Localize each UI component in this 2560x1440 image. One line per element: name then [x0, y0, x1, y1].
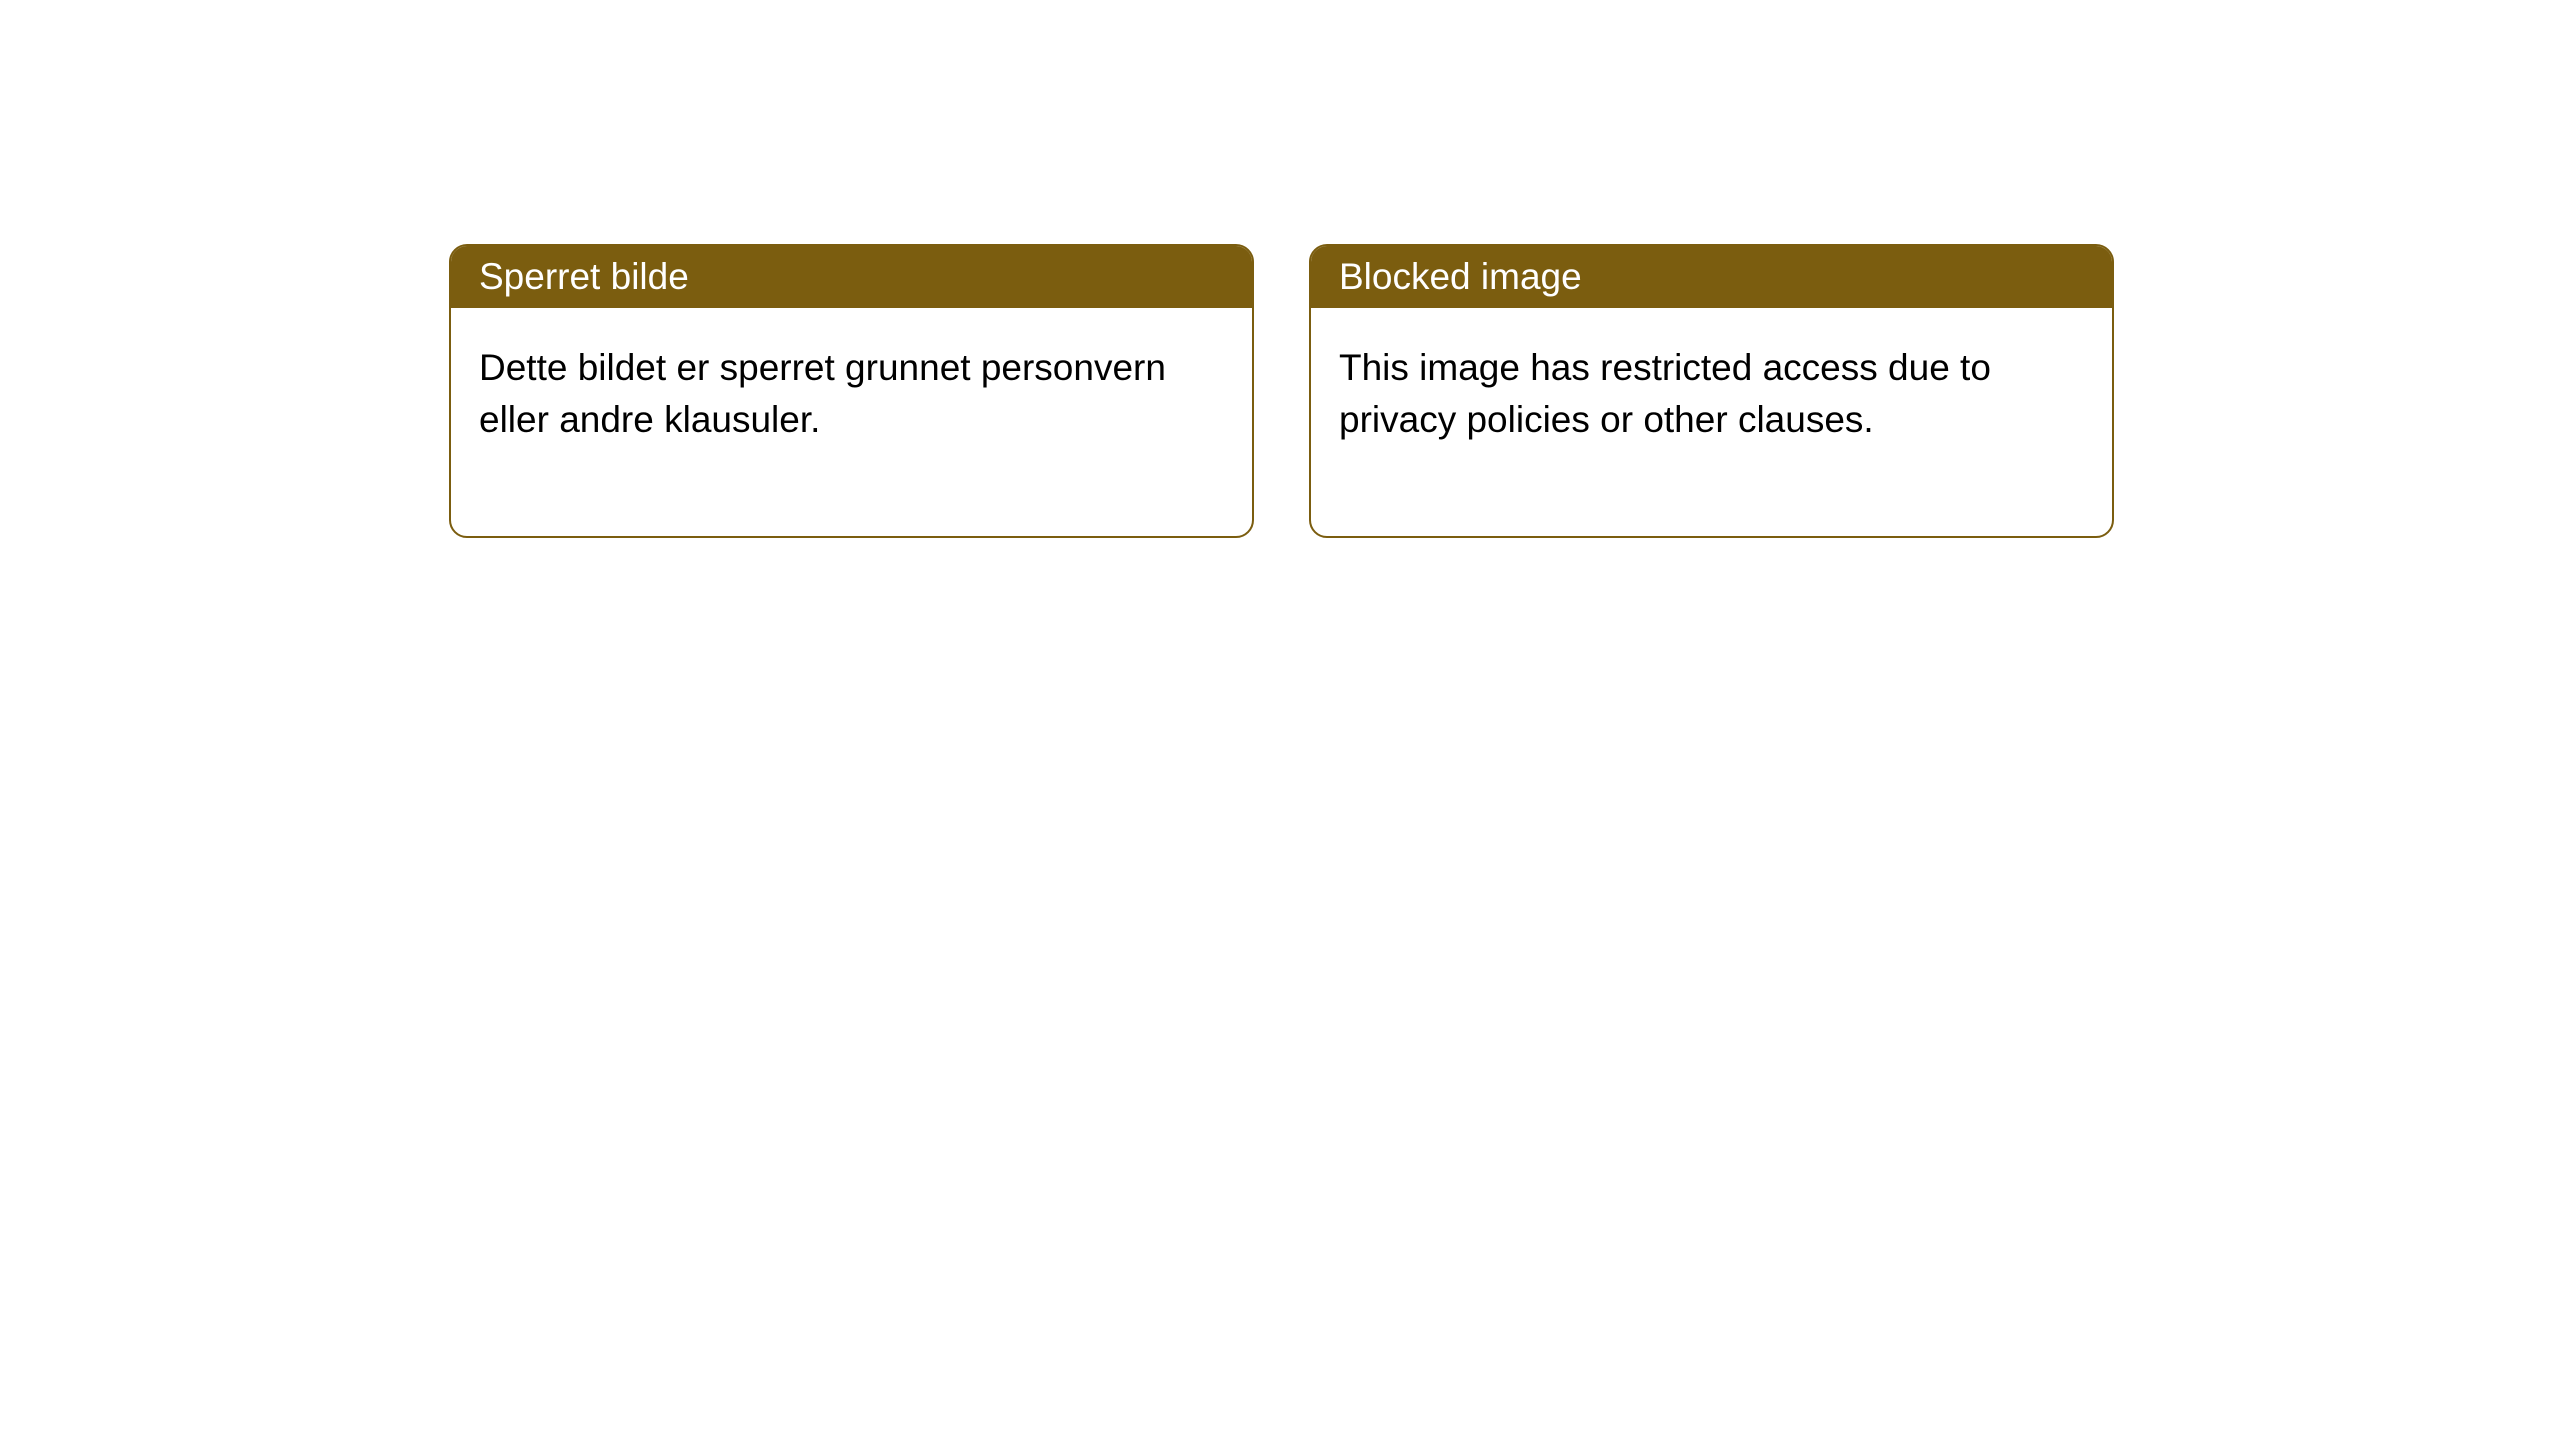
notice-cards-row: Sperret bilde Dette bildet er sperret gr… — [0, 0, 2560, 538]
notice-card-norwegian: Sperret bilde Dette bildet er sperret gr… — [449, 244, 1254, 538]
notice-title: Blocked image — [1311, 246, 2112, 308]
notice-title: Sperret bilde — [451, 246, 1252, 308]
notice-card-english: Blocked image This image has restricted … — [1309, 244, 2114, 538]
notice-body: Dette bildet er sperret grunnet personve… — [451, 308, 1252, 536]
notice-body: This image has restricted access due to … — [1311, 308, 2112, 536]
